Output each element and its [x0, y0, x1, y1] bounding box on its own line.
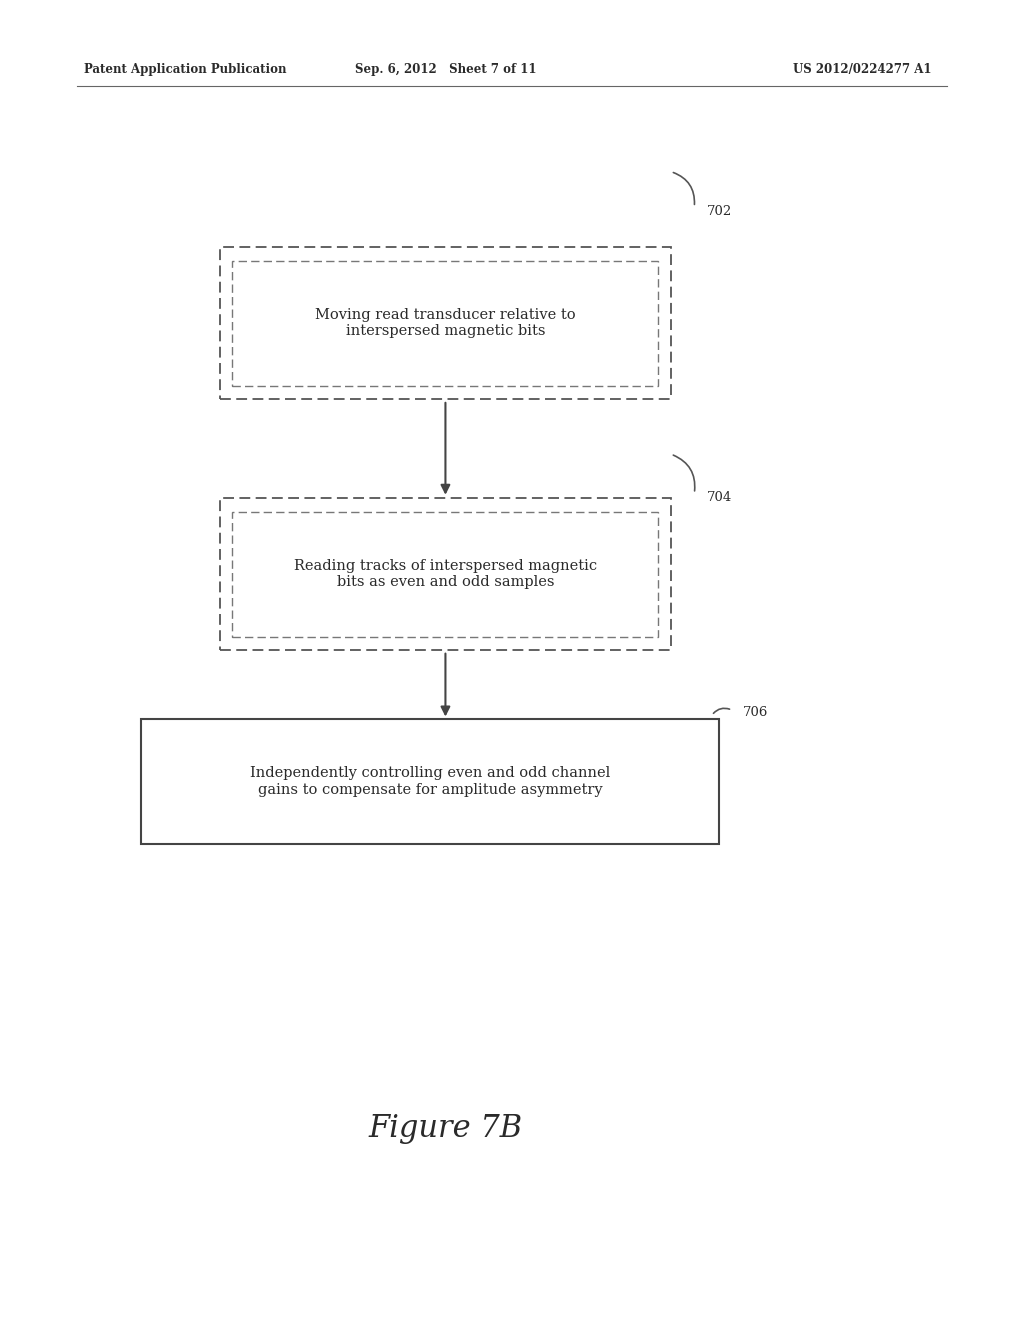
- Text: Figure 7B: Figure 7B: [369, 1113, 522, 1144]
- Bar: [220, 499, 671, 651]
- Bar: [232, 512, 658, 638]
- Text: 704: 704: [707, 491, 732, 504]
- Bar: [220, 248, 671, 399]
- Bar: [232, 261, 658, 385]
- Text: Reading tracks of interspersed magnetic
bits as even and odd samples: Reading tracks of interspersed magnetic …: [294, 560, 597, 589]
- Text: Sep. 6, 2012   Sheet 7 of 11: Sep. 6, 2012 Sheet 7 of 11: [354, 63, 537, 77]
- Text: Patent Application Publication: Patent Application Publication: [84, 63, 287, 77]
- Text: Independently controlling even and odd channel
gains to compensate for amplitude: Independently controlling even and odd c…: [250, 767, 610, 796]
- Bar: [141, 718, 719, 845]
- Text: Moving read transducer relative to
interspersed magnetic bits: Moving read transducer relative to inter…: [315, 309, 575, 338]
- Text: US 2012/0224277 A1: US 2012/0224277 A1: [794, 63, 932, 77]
- Text: 706: 706: [742, 706, 768, 719]
- Text: 702: 702: [707, 205, 732, 218]
